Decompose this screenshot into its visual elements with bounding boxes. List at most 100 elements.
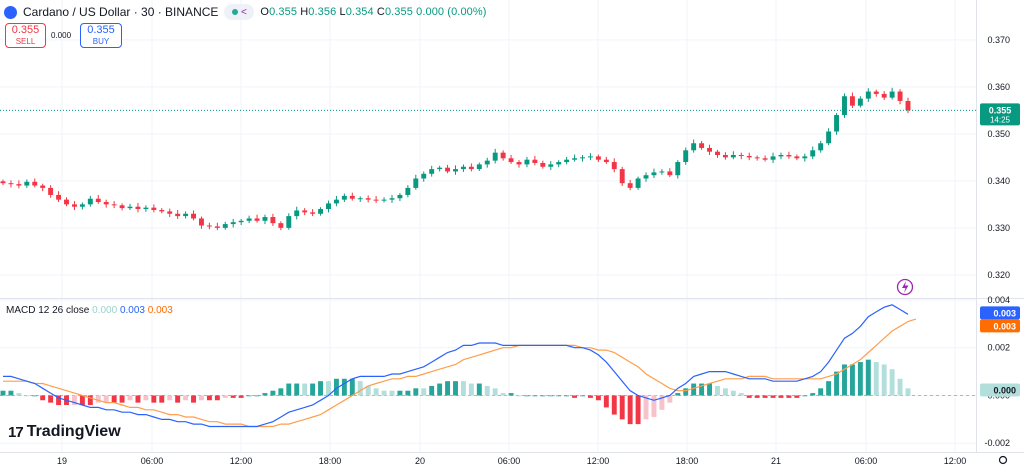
sell-button[interactable]: 0.355 SELL	[5, 23, 46, 48]
macd-hist-bar	[357, 381, 363, 396]
macd-legend[interactable]: MACD 12 26 close 0.000 0.003 0.003	[6, 305, 173, 316]
candle-body	[595, 156, 601, 160]
candle-body	[389, 198, 395, 200]
candle-body	[437, 167, 443, 170]
candle-body	[127, 206, 133, 209]
macd-hist-bar	[587, 395, 593, 398]
low-value: 0.354	[345, 6, 374, 18]
candle-body	[857, 98, 863, 106]
candle-body	[0, 181, 6, 184]
macd-hist-bar	[429, 385, 435, 396]
candle-body	[87, 198, 93, 205]
tradingview-logo[interactable]: 17 TradingView	[8, 423, 121, 441]
candle-body	[587, 156, 593, 158]
macd-tick-label: 0.002	[987, 343, 1010, 353]
macd-hist-bar	[683, 388, 689, 396]
macd-hist-bar	[484, 385, 490, 396]
macd-hist-bar	[206, 395, 212, 401]
open-value: 0.355	[269, 6, 298, 18]
candle-body	[603, 159, 609, 163]
candle-body	[905, 100, 911, 111]
macd-hist-bar	[103, 395, 109, 403]
macd-hist-bar	[135, 395, 141, 403]
macd-hist-bar	[826, 381, 832, 396]
candle-body	[8, 183, 14, 185]
axes: 0.370 0.360 0.350 0.340 0.330 0.320 0.004 0.002…	[57, 35, 1020, 466]
symbol-header[interactable]: Cardano / US Dollar · 30 · BINANCE < O0.…	[4, 3, 487, 21]
macd-hist-bar	[786, 395, 792, 398]
candle-body	[770, 156, 776, 160]
macd-hist-bar	[294, 383, 300, 396]
sell-label: SELL	[15, 37, 36, 46]
high-value: 0.356	[308, 6, 337, 18]
candle-body	[460, 166, 466, 170]
candle-body	[167, 211, 173, 214]
macd-hist-bar	[151, 395, 157, 403]
macd-hist-bar	[834, 371, 840, 396]
candle-body	[849, 96, 855, 106]
macd-hist-bar	[627, 395, 633, 425]
macd-hist-bar	[175, 395, 181, 403]
macd-hist-bar	[87, 395, 93, 406]
time-tick-label: 19	[57, 456, 67, 466]
macd-hist-bar	[0, 390, 6, 396]
candle-body	[238, 220, 244, 223]
candle-body	[40, 185, 46, 188]
macd-hist-bar	[778, 395, 784, 398]
macd-hist-bar	[230, 395, 236, 398]
candle-body	[524, 159, 530, 165]
macd-signal-badge	[980, 319, 1020, 333]
macd-hist-bar	[286, 383, 292, 396]
macd-hist-bar	[548, 395, 554, 397]
macd-signal-value: 0.003	[147, 305, 173, 316]
candle-body	[556, 162, 562, 165]
macd-hist-bar	[492, 388, 498, 396]
candle-body	[32, 181, 38, 186]
candle-body	[794, 156, 800, 159]
macd-hist-bar	[500, 393, 506, 396]
candle-body	[651, 172, 657, 176]
candle-body	[254, 218, 260, 221]
close-label: C	[376, 6, 385, 18]
tradingview-wordmark: TradingView	[26, 423, 121, 440]
candle-body	[889, 91, 895, 98]
candle-body	[580, 157, 585, 159]
candle-body	[222, 224, 228, 228]
buy-button[interactable]: 0.355 BUY	[80, 23, 122, 48]
macd-hist-bar	[691, 383, 697, 396]
macd-hist-bar	[897, 378, 903, 396]
macd-hist-bar	[143, 395, 149, 401]
macd-hist-bar	[270, 390, 276, 396]
candle-body	[786, 155, 792, 157]
macd-hist-bar	[842, 364, 847, 396]
time-tick-label: 21	[771, 456, 781, 466]
time-tick-label: 12:00	[587, 456, 610, 466]
candle-body	[715, 151, 720, 155]
macd-hist-bar	[16, 393, 22, 396]
candle-body	[333, 199, 339, 204]
macd-hist-bar	[413, 388, 419, 396]
time-tick-label: 06:00	[141, 456, 164, 466]
macd-hist-bar	[214, 395, 220, 401]
macd-hist-bar	[333, 378, 339, 396]
macd-hist-bar	[159, 395, 165, 403]
macd-hist-bar	[453, 381, 458, 396]
candles	[0, 87, 976, 231]
candle-body	[349, 195, 355, 199]
symbol-title[interactable]: Cardano / US Dollar · 30 · BINANCE	[23, 5, 219, 19]
macd-hist-bar	[730, 390, 736, 396]
macd-hist-bar	[254, 395, 260, 397]
candle-body	[95, 198, 101, 202]
live-share-button[interactable]: <	[224, 4, 255, 20]
candle-body	[143, 207, 149, 210]
candle-body	[492, 152, 498, 161]
time-tick-label: 18:00	[319, 456, 342, 466]
candle-body	[310, 212, 316, 214]
candle-body	[778, 155, 784, 157]
price-tick-label: 0.330	[987, 223, 1010, 233]
candle-body	[746, 155, 752, 158]
last-price-badge	[980, 103, 1020, 126]
time-tick-label: 18:00	[676, 456, 699, 466]
candle-body	[611, 162, 617, 170]
